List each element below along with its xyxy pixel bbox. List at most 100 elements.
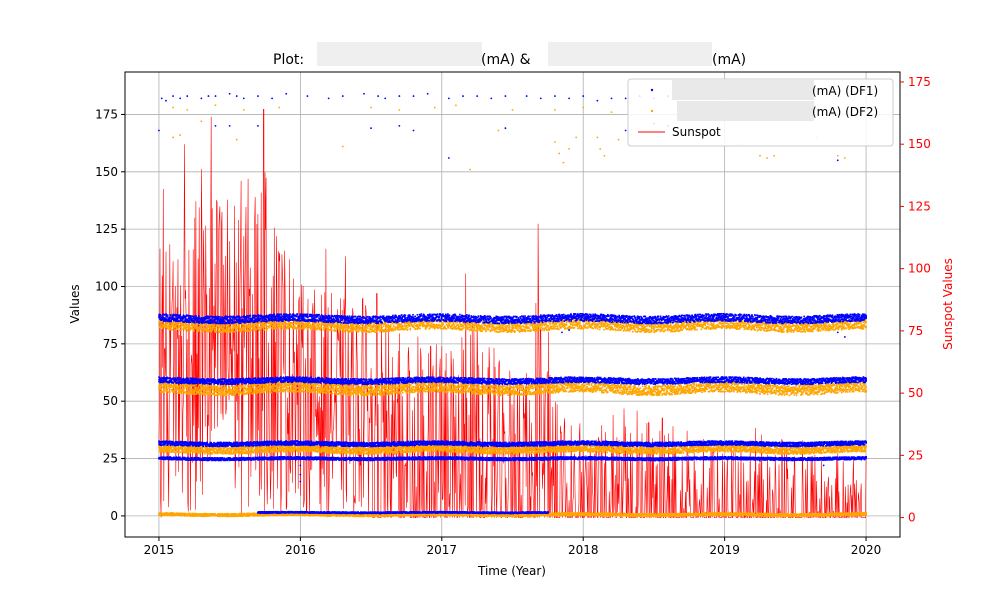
- df2-point: [856, 324, 858, 326]
- df2-point: [260, 392, 262, 394]
- df2-point: [481, 326, 483, 328]
- df2-point: [766, 328, 768, 330]
- df2-point: [865, 321, 867, 323]
- df2-point: [259, 322, 261, 324]
- df2-point: [308, 386, 310, 388]
- df2-point: [342, 386, 344, 388]
- df2-point: [727, 325, 729, 327]
- df2-point: [346, 327, 348, 329]
- df2-point: [160, 322, 162, 324]
- df2-point: [790, 328, 792, 330]
- df2-point: [485, 328, 487, 330]
- df2-point: [309, 322, 311, 324]
- df2-point: [750, 326, 752, 328]
- df2-point: [587, 327, 589, 329]
- df2-point: [686, 325, 688, 327]
- df2-point: [370, 331, 372, 333]
- df2-point: [702, 326, 704, 328]
- df2-point: [745, 325, 747, 327]
- df2-point: [620, 329, 622, 331]
- df2-point: [592, 328, 594, 330]
- df2-point: [173, 327, 175, 329]
- df2-point: [548, 325, 550, 327]
- df2-point: [393, 326, 395, 328]
- df2-point: [766, 330, 768, 332]
- df2-point: [264, 329, 266, 331]
- df2-point: [691, 323, 693, 325]
- df2-point: [164, 327, 166, 329]
- df2-point: [218, 394, 220, 396]
- df2-point: [798, 326, 800, 328]
- df2-point: [751, 329, 753, 331]
- df2-point: [171, 329, 173, 331]
- df2-point: [742, 320, 744, 322]
- df2-point: [239, 326, 241, 328]
- df2-point: [659, 329, 661, 331]
- df2-point: [221, 389, 223, 391]
- df2-point: [259, 389, 261, 391]
- df2-point: [181, 330, 183, 332]
- df2-point: [246, 325, 248, 327]
- df2-point: [222, 388, 224, 390]
- df2-point: [365, 331, 367, 333]
- df2-point: [200, 392, 202, 394]
- df2-point: [448, 327, 450, 329]
- df2-point: [348, 386, 350, 388]
- df2-point: [308, 325, 310, 327]
- df2-point: [481, 330, 483, 332]
- df2-point: [707, 323, 709, 325]
- df2-point: [849, 323, 851, 325]
- df2-point: [451, 325, 453, 327]
- df2-point: [756, 325, 758, 327]
- df2-point: [675, 331, 677, 333]
- df2-point: [494, 330, 496, 332]
- df2-point: [539, 326, 541, 328]
- df2-point: [613, 329, 615, 331]
- df2-point: [441, 328, 443, 330]
- df2-point: [558, 329, 560, 331]
- df2-point: [615, 323, 617, 325]
- df2-point: [865, 327, 867, 329]
- df2-point: [186, 389, 188, 391]
- df2-point: [370, 324, 372, 326]
- df2-point: [713, 322, 715, 324]
- df2-point: [847, 322, 849, 324]
- df2-point: [162, 387, 164, 389]
- df2-point: [219, 387, 221, 389]
- df2-point: [618, 325, 620, 327]
- df2-point: [289, 386, 291, 388]
- df2-point: [288, 328, 290, 330]
- df2-point: [290, 384, 292, 386]
- df2-point: [195, 386, 197, 388]
- df2-point: [352, 325, 354, 327]
- df2-point: [165, 383, 167, 385]
- df2-point: [213, 326, 215, 328]
- df2-point: [287, 391, 289, 393]
- df2-point: [855, 327, 857, 329]
- df2-point: [449, 324, 451, 326]
- df2-point: [396, 323, 398, 325]
- df2-point: [225, 387, 227, 389]
- df2-point: [161, 385, 163, 387]
- df2-point: [830, 326, 832, 328]
- df2-point: [266, 390, 268, 392]
- df2-point: [254, 392, 256, 394]
- df2-point: [407, 329, 409, 331]
- df2-point: [164, 386, 166, 388]
- df2-point: [409, 324, 411, 326]
- df2-point: [181, 327, 183, 329]
- df2-point: [766, 323, 768, 325]
- df2-point: [769, 325, 771, 327]
- df2-point: [757, 329, 759, 331]
- df2-point: [275, 327, 277, 329]
- df2-point: [473, 329, 475, 331]
- df2-point: [166, 388, 168, 390]
- df2-point: [309, 387, 311, 389]
- df2-point: [380, 329, 382, 331]
- df2-point: [704, 325, 706, 327]
- df2-point: [242, 329, 244, 331]
- df2-point: [632, 331, 634, 333]
- df2-point: [599, 329, 601, 331]
- df2-point: [216, 392, 218, 394]
- df2-point: [160, 389, 162, 391]
